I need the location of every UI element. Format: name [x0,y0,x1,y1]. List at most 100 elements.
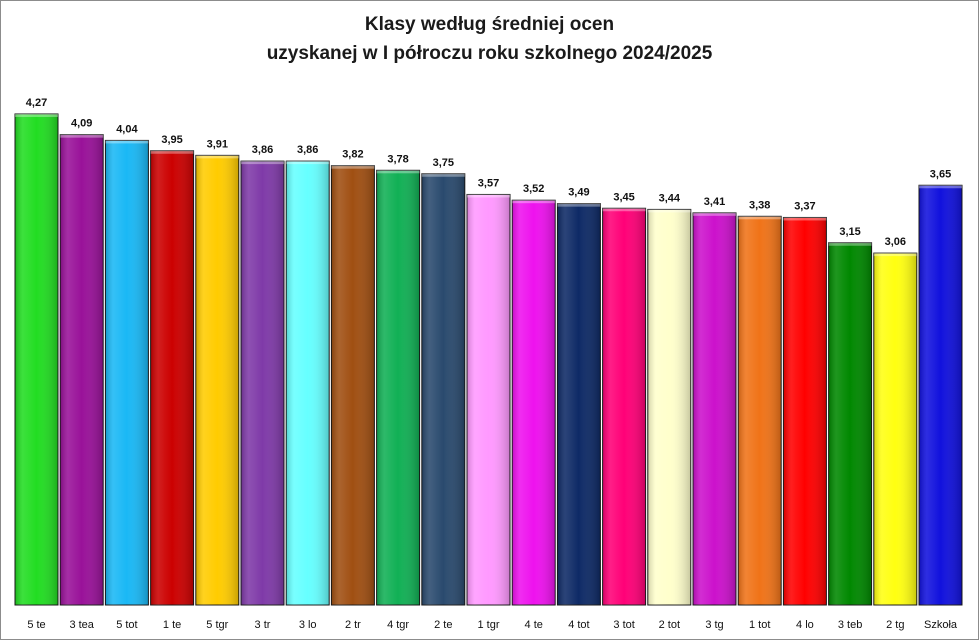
value-label: 3,44 [659,192,681,204]
bar-3-tot [602,207,647,606]
bar-2-tr [330,165,375,606]
category-label: 3 tg [705,619,723,631]
bar-2-te [421,173,466,606]
bar-3-teb [828,242,873,606]
category-label: 1 tgr [477,619,499,631]
bar-shading [286,161,330,605]
bar-2-tot [647,208,692,606]
value-labels-layer: 4,27 4,09 4,04 3,95 3,91 3,86 3,86 3,82 3,78 3,75… [26,97,951,248]
value-label: 4,04 [116,123,138,135]
category-label: 4 te [525,619,543,631]
bar-shading [512,200,556,605]
bar-1-tgr [466,193,511,606]
category-label: 5 tgr [206,619,228,631]
bar-top-highlight [105,140,149,144]
value-label: 3,86 [252,144,273,156]
bar-5-te [14,113,59,606]
value-label: 3,06 [885,236,906,248]
bar-top-highlight [828,242,872,246]
bar-3-lo [285,160,330,606]
bar-shading [557,203,601,605]
category-label: Szkoła [924,619,958,631]
bar-top-highlight [647,209,691,213]
category-label: 2 tg [886,619,904,631]
category-label: 5 tot [116,619,137,631]
value-label: 3,78 [387,153,408,165]
bar-top-highlight [60,134,104,138]
bar-szkoła [918,184,963,606]
bar-top-highlight [557,203,601,207]
category-label: 3 lo [299,619,317,631]
value-label: 3,45 [613,191,634,203]
category-label: 2 tr [345,619,361,631]
chart-subtitle: uzyskanej w I półroczu roku szkolnego 20… [266,43,713,64]
value-label: 3,75 [433,157,454,169]
bar-2-tg [873,252,918,606]
value-label: 3,52 [523,183,544,195]
bar-shading [15,113,58,605]
bar-top-highlight [467,194,510,198]
bar-top-highlight [150,150,194,154]
bar-3-tea [59,134,104,606]
chart-title: Klasy według średniej ocen [364,14,615,35]
value-label: 3,38 [749,199,770,211]
category-label: 3 teb [838,619,862,631]
category-label: 1 tot [749,619,770,631]
bar-4-te [511,199,556,606]
bar-top-highlight [693,212,736,216]
bar-shading [919,185,962,605]
bar-top-highlight [241,161,284,165]
bar-shading [421,173,465,605]
value-label: 3,65 [930,168,951,180]
value-label: 3,37 [794,200,815,212]
category-label: 4 tgr [387,619,409,631]
bar-3-tg [692,212,737,606]
bar-shading [241,161,284,605]
bar-shading [105,140,149,605]
bar-shading [195,155,239,605]
bar-shading [150,150,194,605]
bar-4-lo [782,216,827,606]
value-label: 3,86 [297,144,318,156]
bar-top-highlight [421,173,465,177]
bars-layer [14,113,963,606]
value-label: 3,82 [342,149,363,161]
category-label: 2 te [434,619,452,631]
value-label: 3,15 [839,226,860,238]
value-label: 4,09 [71,118,92,130]
bar-shading [647,209,691,605]
bar-top-highlight [873,253,917,257]
bar-top-highlight [376,170,420,174]
bar-1-te [150,150,195,606]
bar-3-tr [240,160,285,606]
bar-top-highlight [331,165,375,169]
category-label: 4 lo [796,619,814,631]
bar-5-tgr [195,154,240,606]
bar-shading [331,165,375,605]
value-label: 3,91 [207,138,228,150]
bar-4-tgr [376,169,421,606]
bar-top-highlight [783,217,827,221]
category-label: 4 tot [568,619,589,631]
bar-shading [828,242,872,605]
bar-5-tot [104,139,149,606]
bar-top-highlight [15,113,58,117]
bar-top-highlight [512,200,556,204]
bar-top-highlight [602,208,646,212]
chart-title-block: Klasy według średniej ocen uzyskanej w I… [0,10,979,68]
value-label: 4,27 [26,97,47,109]
category-label: 3 tot [613,619,634,631]
bar-shading [738,216,782,606]
bar-top-highlight [286,161,330,165]
bar-shading [376,170,420,606]
bar-shading [60,134,104,605]
category-labels-layer: 5 te 3 tea 5 tot 1 te 5 tgr 3 tr 3 lo 2 tr 4 tgr… [27,619,958,631]
bar-shading [693,212,736,605]
bar-shading [783,217,827,605]
category-label: 2 tot [659,619,680,631]
category-label: 3 tr [255,619,271,631]
bar-top-highlight [919,185,962,189]
bar-shading [467,194,510,605]
value-label: 3,57 [478,177,499,189]
